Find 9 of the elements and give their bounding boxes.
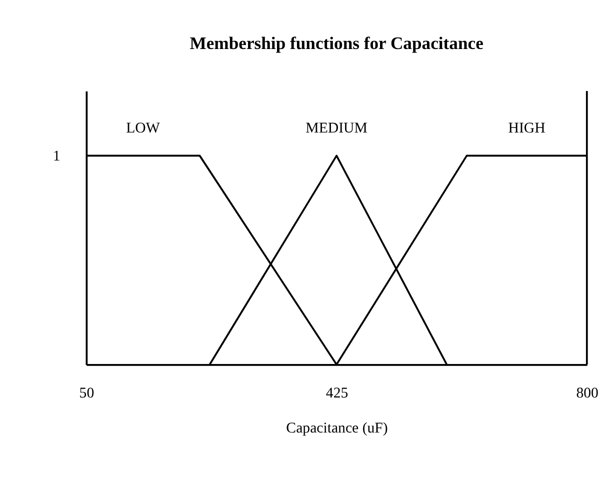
series-label: HIGH xyxy=(508,120,546,137)
x-tick-label: 50 xyxy=(79,385,94,402)
series-label: MEDIUM xyxy=(306,120,368,137)
x-axis-title: Capacitance (uF) xyxy=(286,420,388,437)
series-label: LOW xyxy=(126,120,160,137)
x-tick-label: 425 xyxy=(326,385,348,402)
chart-title: Membership functions for Capacitance xyxy=(190,33,484,54)
text: 1 xyxy=(52,148,60,164)
x-tick-label: 800 xyxy=(576,385,598,402)
